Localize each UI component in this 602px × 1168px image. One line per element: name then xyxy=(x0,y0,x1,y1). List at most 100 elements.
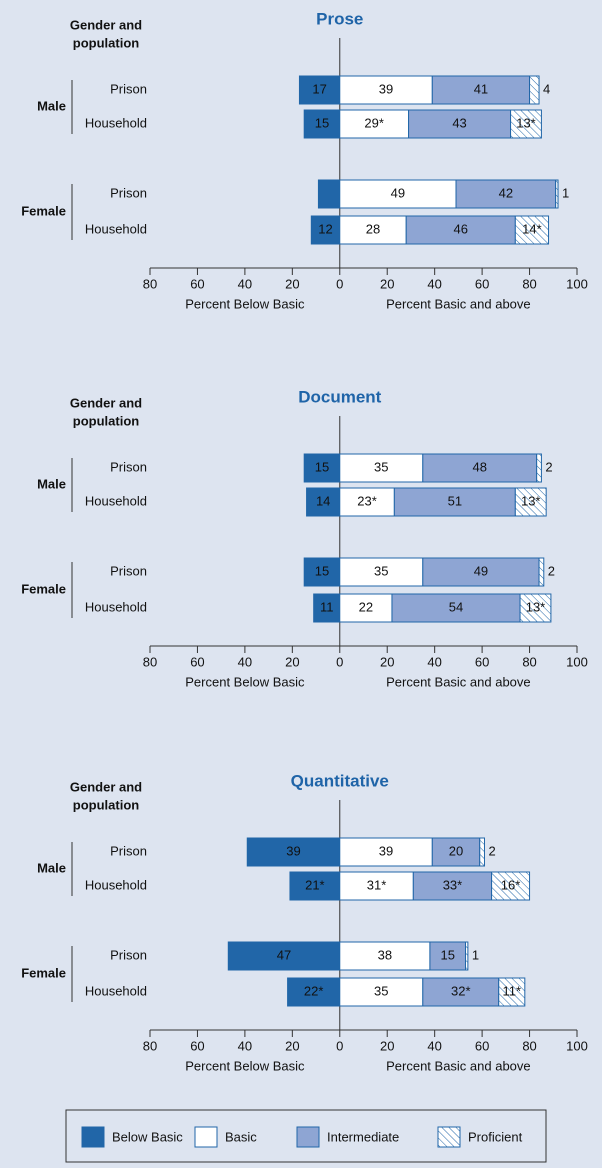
bar-segment xyxy=(339,75,433,105)
value-label: 35 xyxy=(374,459,388,474)
x-axis-label: Percent Basic and above xyxy=(386,1058,531,1073)
value-label: 31* xyxy=(367,877,387,892)
bar-segment xyxy=(491,871,531,901)
x-tick-label: 20 xyxy=(380,654,394,669)
value-label: 13* xyxy=(521,493,541,508)
x-tick-label: 60 xyxy=(190,1038,204,1053)
value-label: 2 xyxy=(488,843,495,858)
x-tick-label: 20 xyxy=(285,276,299,291)
legend-box xyxy=(65,1109,547,1163)
group-label: Female xyxy=(21,203,66,218)
category-label: Prison xyxy=(110,81,147,96)
x-tick-label: 0 xyxy=(336,1038,343,1053)
value-label: 39 xyxy=(379,81,393,96)
bar-segment xyxy=(479,837,485,867)
value-label: 47 xyxy=(277,947,291,962)
category-label: Prison xyxy=(110,563,147,578)
category-label: Prison xyxy=(110,459,147,474)
category-label: Prison xyxy=(110,947,147,962)
row-header: population xyxy=(73,797,139,812)
bar-segment xyxy=(339,487,395,517)
value-label: 48 xyxy=(473,459,487,474)
x-tick-label: 40 xyxy=(238,654,252,669)
x-tick-label: 60 xyxy=(475,1038,489,1053)
value-label: 13* xyxy=(526,599,546,614)
value-label: 29* xyxy=(364,115,384,130)
category-label: Prison xyxy=(110,185,147,200)
bar-segment xyxy=(339,593,393,623)
bar-segment xyxy=(538,557,545,587)
value-label: 15 xyxy=(315,459,329,474)
value-label: 20 xyxy=(449,843,463,858)
value-label: 35 xyxy=(374,983,388,998)
value-label: 14 xyxy=(316,493,330,508)
x-tick-label: 20 xyxy=(285,1038,299,1053)
value-label: 4 xyxy=(543,81,550,96)
bar-segment xyxy=(422,453,538,483)
category-label: Household xyxy=(85,983,147,998)
bar-segment xyxy=(313,593,341,623)
x-tick-label: 100 xyxy=(566,1038,588,1053)
legend-label: Basic xyxy=(225,1129,257,1144)
value-label: 49 xyxy=(391,185,405,200)
value-label: 32* xyxy=(451,983,471,998)
value-label: 11 xyxy=(320,599,334,614)
x-tick-label: 80 xyxy=(143,276,157,291)
x-tick-label: 100 xyxy=(566,654,588,669)
value-label: 16* xyxy=(501,877,521,892)
bar-segment xyxy=(391,593,521,623)
x-axis-label: Percent Below Basic xyxy=(185,296,305,311)
bar-segment xyxy=(536,453,542,483)
value-label: 1 xyxy=(472,947,479,962)
bar-segment xyxy=(339,179,457,209)
bar-segment xyxy=(339,941,431,971)
chart-title: Quantitative xyxy=(291,771,389,790)
value-label: 13* xyxy=(516,115,536,130)
x-tick-label: 0 xyxy=(336,276,343,291)
bar-segment xyxy=(339,837,433,867)
row-header: population xyxy=(73,35,139,50)
bar-segment xyxy=(339,557,424,587)
legend-swatch xyxy=(437,1126,461,1148)
bar-segment xyxy=(339,215,407,245)
x-tick-label: 60 xyxy=(190,276,204,291)
value-label: 12 xyxy=(318,221,332,236)
value-label: 41 xyxy=(474,81,488,96)
x-axis-label: Percent Below Basic xyxy=(185,674,305,689)
bar-segment xyxy=(339,453,424,483)
value-label: 22* xyxy=(304,983,324,998)
bar-segment xyxy=(465,941,469,971)
x-tick-label: 20 xyxy=(380,1038,394,1053)
group-label: Male xyxy=(37,476,66,491)
bar-segment xyxy=(514,215,550,245)
value-label: 23* xyxy=(357,493,377,508)
bar-segment xyxy=(529,75,540,105)
x-tick-label: 80 xyxy=(522,276,536,291)
group-label: Male xyxy=(37,98,66,113)
bar-segment xyxy=(246,837,341,867)
value-label: 1 xyxy=(562,185,569,200)
value-label: 51 xyxy=(448,493,462,508)
chart-title: Document xyxy=(298,387,381,406)
x-tick-label: 80 xyxy=(522,654,536,669)
category-label: Household xyxy=(85,877,147,892)
value-label: 39 xyxy=(286,843,300,858)
value-label: 15 xyxy=(440,947,454,962)
row-header: population xyxy=(73,413,139,428)
x-axis-label: Percent Basic and above xyxy=(386,296,531,311)
value-label: 15 xyxy=(315,115,329,130)
category-label: Household xyxy=(85,599,147,614)
value-label: 14* xyxy=(522,221,542,236)
bar-segment xyxy=(306,487,341,517)
bar-segment xyxy=(317,179,341,209)
category-label: Household xyxy=(85,493,147,508)
value-label: 46 xyxy=(454,221,468,236)
x-tick-label: 80 xyxy=(143,654,157,669)
group-label: Female xyxy=(21,965,66,980)
legend-label: Below Basic xyxy=(112,1129,183,1144)
x-tick-label: 20 xyxy=(285,654,299,669)
row-header: Gender and xyxy=(70,779,142,794)
legend-swatch xyxy=(194,1126,218,1148)
